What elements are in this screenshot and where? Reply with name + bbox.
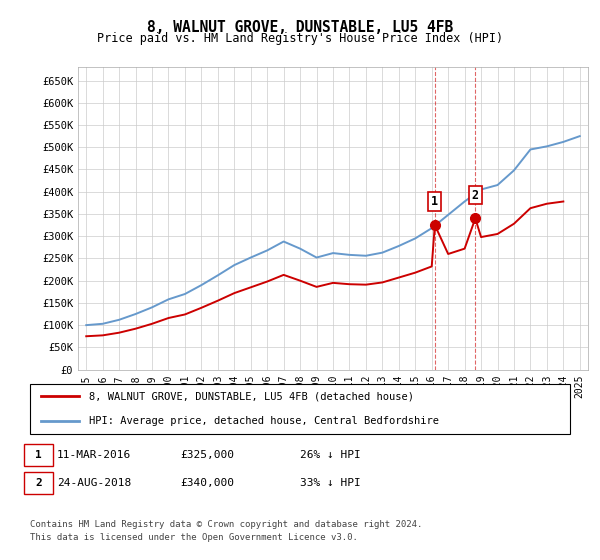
- Text: 1: 1: [35, 450, 42, 460]
- Text: 8, WALNUT GROVE, DUNSTABLE, LU5 4FB (detached house): 8, WALNUT GROVE, DUNSTABLE, LU5 4FB (det…: [89, 391, 415, 401]
- Text: 24-AUG-2018: 24-AUG-2018: [57, 478, 131, 488]
- Text: Price paid vs. HM Land Registry's House Price Index (HPI): Price paid vs. HM Land Registry's House …: [97, 32, 503, 45]
- Text: 2: 2: [472, 189, 479, 202]
- FancyBboxPatch shape: [30, 384, 570, 434]
- Text: 26% ↓ HPI: 26% ↓ HPI: [300, 450, 361, 460]
- Text: 11-MAR-2016: 11-MAR-2016: [57, 450, 131, 460]
- Text: 1: 1: [431, 195, 439, 208]
- Text: £325,000: £325,000: [180, 450, 234, 460]
- Text: 8, WALNUT GROVE, DUNSTABLE, LU5 4FB: 8, WALNUT GROVE, DUNSTABLE, LU5 4FB: [147, 20, 453, 35]
- Text: 2: 2: [35, 478, 42, 488]
- Text: HPI: Average price, detached house, Central Bedfordshire: HPI: Average price, detached house, Cent…: [89, 417, 439, 426]
- Text: Contains HM Land Registry data © Crown copyright and database right 2024.: Contains HM Land Registry data © Crown c…: [30, 520, 422, 529]
- Text: £340,000: £340,000: [180, 478, 234, 488]
- Text: This data is licensed under the Open Government Licence v3.0.: This data is licensed under the Open Gov…: [30, 533, 358, 542]
- Text: 33% ↓ HPI: 33% ↓ HPI: [300, 478, 361, 488]
